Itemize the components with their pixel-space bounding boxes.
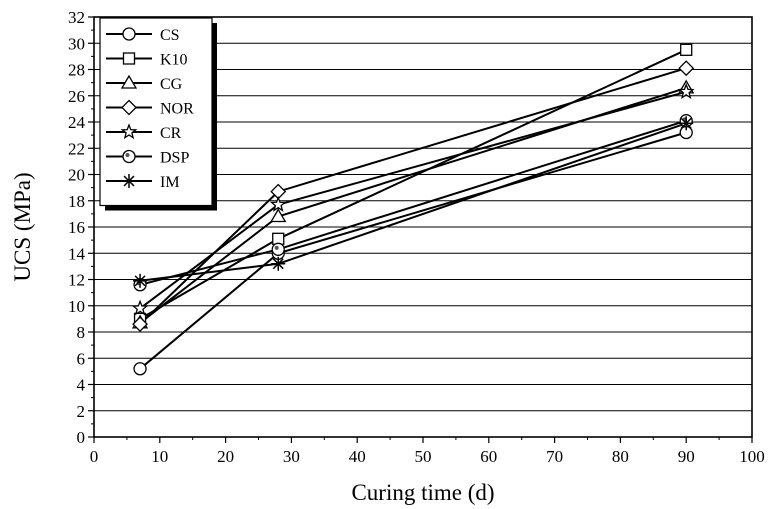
legend-label-dsp: DSP (160, 150, 189, 167)
series-line-cr (139, 90, 687, 310)
data-point-k10 (680, 43, 693, 56)
y-tick-label: 16 (68, 218, 85, 237)
data-point-im (271, 256, 286, 271)
y-tick-label: 18 (68, 192, 85, 211)
x-tick-label: 70 (546, 447, 563, 466)
series-line-nor (139, 67, 687, 325)
y-tick-label: 22 (68, 139, 85, 158)
y-tick-label: 14 (68, 244, 86, 263)
data-point-nor (132, 316, 148, 333)
y-tick-label: 0 (77, 428, 86, 447)
y-tick-label: 2 (77, 402, 86, 421)
data-point-cs (133, 362, 147, 376)
y-tick-label: 6 (77, 349, 86, 368)
y-tick-label: 28 (68, 61, 85, 80)
data-point-cg (270, 208, 287, 223)
data-point-cr (269, 195, 287, 212)
legend: CS K10 CG NOR CR DSP IM (99, 17, 217, 211)
x-tick-label: 0 (90, 447, 99, 466)
y-tick-label: 10 (68, 297, 85, 316)
legend-label-im: IM (160, 174, 180, 191)
data-point-nor (678, 60, 695, 77)
x-tick-label: 10 (151, 447, 168, 466)
legend-marker-k10 (122, 52, 136, 65)
x-tick-label: 40 (349, 447, 366, 466)
legend-marker-cr (120, 123, 138, 140)
series-markers (131, 43, 695, 376)
legend-label-cg: CG (160, 76, 183, 93)
legend-marker-cg (120, 74, 138, 89)
x-axis-title: Curing time (d) (351, 480, 494, 505)
data-point-im (133, 273, 148, 288)
axis-ticks: 0 10 20 30 40 50 60 70 80 90 100024681012141618202… (68, 8, 765, 466)
x-tick-label: 20 (217, 447, 234, 466)
legend-marker-im (122, 174, 136, 188)
x-tick-label: 60 (480, 447, 497, 466)
legend-label-nor: NOR (160, 101, 194, 118)
data-point-cr (131, 299, 149, 316)
x-tick-label: 30 (283, 447, 300, 466)
x-tick-label: 100 (739, 447, 765, 466)
series-lines (139, 48, 687, 370)
series-line-k10 (139, 48, 687, 320)
legend-box (99, 17, 213, 207)
x-tick-label: 80 (612, 447, 629, 466)
y-tick-label: 26 (68, 87, 85, 106)
series-line-cg (139, 86, 687, 324)
legend-marker-nor (121, 99, 137, 116)
y-tick-label: 20 (68, 166, 85, 185)
legend-label-k10: K10 (160, 52, 188, 69)
legend-label-cs: CS (160, 27, 180, 44)
y-tick-label: 30 (68, 34, 85, 53)
legend-marker-dsp (122, 149, 136, 164)
y-tick-label: 8 (77, 323, 86, 342)
y-tick-label: 32 (68, 8, 85, 27)
data-point-dsp (271, 242, 285, 256)
x-tick-label: 90 (678, 447, 695, 466)
legend-label-cr: CR (160, 125, 182, 142)
y-tick-label: 4 (77, 376, 86, 395)
y-axis-title: UCS (MPa) (10, 172, 35, 281)
data-point-cr (677, 83, 695, 99)
y-tick-label: 24 (68, 113, 86, 132)
x-tick-label: 50 (415, 447, 432, 466)
y-tick-label: 12 (68, 271, 85, 290)
data-point-im (679, 116, 694, 131)
legend-marker-cs (122, 27, 136, 41)
